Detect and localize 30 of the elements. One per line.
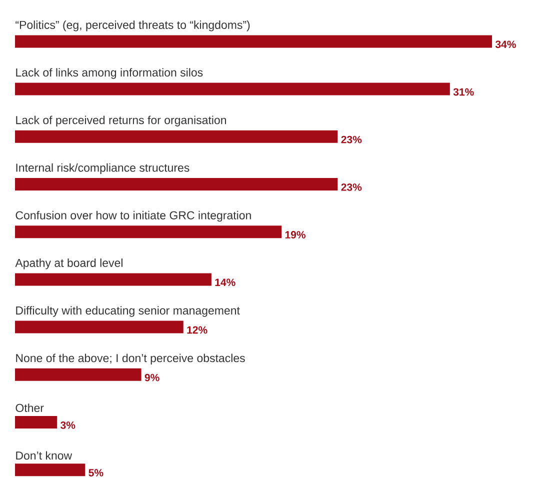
data-label: 19% — [285, 231, 306, 238]
y-tick-label: Internal risk/compliance structures — [16, 163, 190, 174]
y-tick-label: Difficulty with educating senior management — [16, 306, 240, 317]
y-tick-label: “Politics” (eg, perceived threats to “kingdoms”) — [16, 20, 250, 32]
data-label: 34% — [495, 40, 516, 48]
bar — [15, 130, 338, 143]
data-label: 31% — [453, 88, 474, 96]
data-label: 9% — [144, 374, 160, 382]
y-tick-label: Other — [16, 404, 44, 412]
y-tick-label: Don’t know — [16, 451, 72, 460]
bar — [15, 416, 58, 428]
data-label: 3% — [60, 421, 76, 429]
data-label: 14% — [215, 278, 236, 286]
bar — [15, 35, 492, 48]
y-tick-label: Confusion over how to initiate GRC integration — [16, 210, 251, 222]
bar — [15, 82, 450, 96]
data-label: 23% — [341, 136, 362, 144]
y-tick-label: Lack of perceived returns for organisation — [16, 116, 226, 126]
data-label: 5% — [88, 469, 104, 476]
data-label: 12% — [187, 326, 208, 334]
data-label: 23% — [341, 183, 362, 191]
y-tick-label: None of the above; I don’t perceive obstacles — [16, 354, 245, 364]
bar — [15, 273, 212, 286]
bar — [15, 178, 338, 190]
bar — [15, 368, 142, 381]
y-tick-label: Apathy at board level — [15, 258, 122, 270]
bar — [15, 464, 86, 476]
bar — [15, 226, 282, 238]
y-tick-label: Lack of links among information silos — [16, 68, 203, 79]
bar — [15, 320, 184, 334]
